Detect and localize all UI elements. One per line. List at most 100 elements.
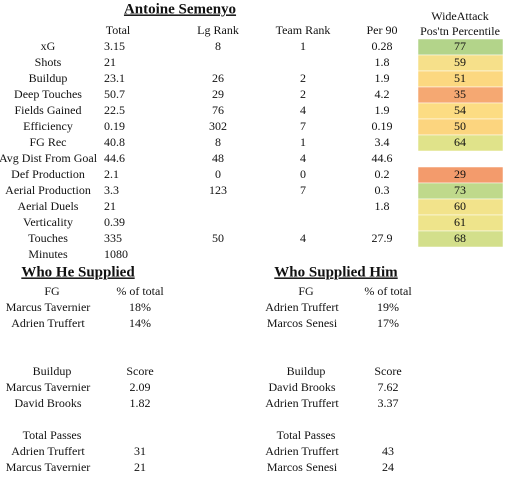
- player-name: Adrien Truffert: [265, 300, 339, 314]
- player-value: 2.09: [130, 380, 151, 394]
- percentile-value: 64: [454, 135, 466, 149]
- cell-value: 0.19: [104, 119, 125, 133]
- percentile-cell: [417, 134, 504, 152]
- percentile-value: 59: [454, 55, 466, 69]
- player-value: 17%: [377, 316, 399, 330]
- sub-header: Score: [374, 364, 401, 378]
- cell-value: 1: [300, 135, 306, 149]
- player-name: David Brooks: [15, 396, 82, 410]
- cell-value: 4: [300, 103, 306, 117]
- cell-value: 21: [104, 55, 116, 69]
- percentile-header: Pos'tn Percentile: [420, 24, 500, 38]
- cell-value: 1: [300, 39, 306, 53]
- row-label: Verticality: [23, 215, 73, 229]
- cell-value: 21: [104, 199, 116, 213]
- player-name: David Brooks: [269, 380, 336, 394]
- player-name: Marcus Tavernier: [6, 460, 91, 474]
- cell-value: 1.8: [375, 55, 390, 69]
- player-value: 21: [134, 460, 146, 474]
- cell-value: 27.9: [372, 231, 393, 245]
- cell-value: 0: [300, 167, 306, 181]
- cell-value: 8: [215, 39, 221, 53]
- player-name: Adrien Truffert: [265, 396, 339, 410]
- percentile-value: 35: [454, 87, 466, 101]
- row-label: Aerial Production: [5, 183, 91, 197]
- player-name: Marcos Senesi: [267, 460, 338, 474]
- sub-header: FG: [298, 284, 314, 298]
- cell-value: 123: [209, 183, 227, 197]
- cell-value: 50: [212, 231, 224, 245]
- row-label: FG Rec: [30, 135, 67, 149]
- player-value: 19%: [377, 300, 399, 314]
- player-name: Adrien Truffert: [11, 444, 85, 458]
- cell-value: 0.19: [372, 119, 393, 133]
- cell-value: 1.9: [375, 103, 390, 117]
- player-value: 1.82: [130, 396, 151, 410]
- cell-value: 3.4: [375, 135, 390, 149]
- cell-value: 7: [300, 119, 306, 133]
- player-name: Marcus Tavernier: [6, 380, 91, 394]
- player-value: 24: [382, 460, 394, 474]
- sub-header: Buildup: [33, 364, 72, 378]
- cell-value: 3.3: [104, 183, 119, 197]
- section-title: Who He Supplied: [21, 264, 135, 280]
- cell-value: 4: [300, 231, 306, 245]
- column-header: Total: [106, 23, 131, 37]
- cell-value: 29: [212, 87, 224, 101]
- cell-value: 2: [300, 71, 306, 85]
- cell-value: 7: [300, 183, 306, 197]
- cell-value: 2.1: [104, 167, 119, 181]
- cell-value: 4.2: [375, 87, 390, 101]
- sub-header: Total Passes: [23, 428, 82, 442]
- player-value: 14%: [129, 316, 151, 330]
- cell-value: 302: [209, 119, 227, 133]
- player-value: 3.37: [378, 396, 399, 410]
- sub-header: Buildup: [287, 364, 326, 378]
- percentile-cell: [417, 230, 504, 248]
- player-name: Marcus Tavernier: [6, 300, 91, 314]
- player-value: 18%: [129, 300, 151, 314]
- player-value: 7.62: [378, 380, 399, 394]
- row-label: Touches: [28, 231, 68, 245]
- cell-value: 0.28: [372, 39, 393, 53]
- player-name: Adrien Truffert: [265, 444, 339, 458]
- percentile-value: 54: [454, 103, 466, 117]
- player-value: 43: [382, 444, 394, 458]
- cell-value: 1080: [104, 247, 128, 261]
- cell-value: 40.8: [104, 135, 125, 149]
- cell-value: 0.3: [375, 183, 390, 197]
- row-label: Avg Dist From Goal: [0, 151, 98, 165]
- cell-value: 23.1: [104, 71, 125, 85]
- column-header: Per 90: [367, 23, 398, 37]
- percentile-value: 77: [454, 39, 466, 53]
- sub-header: Score: [126, 364, 153, 378]
- row-label: Fields Gained: [15, 103, 82, 117]
- cell-value: 48: [212, 151, 224, 165]
- percentile-value: 61: [454, 215, 466, 229]
- cell-value: 2: [300, 87, 306, 101]
- sub-header: FG: [44, 284, 60, 298]
- column-header: Lg Rank: [197, 23, 239, 37]
- player-name: Antoine Semenyo: [124, 1, 236, 17]
- player-name: Adrien Truffert: [11, 316, 85, 330]
- cell-value: 0.39: [104, 215, 125, 229]
- sub-header: Total Passes: [277, 428, 336, 442]
- row-label: xG: [41, 39, 56, 53]
- cell-value: 0: [215, 167, 221, 181]
- percentile-value: 51: [454, 71, 466, 85]
- percentile-value: 50: [454, 119, 466, 133]
- player-value: 31: [134, 444, 146, 458]
- cell-value: 44.6: [372, 151, 393, 165]
- row-label: Aerial Duels: [18, 199, 79, 213]
- percentile-header: WideAttack: [431, 9, 489, 23]
- cell-value: 22.5: [104, 103, 125, 117]
- percentile-value: 60: [454, 199, 466, 213]
- percentile-value: 73: [454, 183, 466, 197]
- cell-value: 1.9: [375, 71, 390, 85]
- row-label: Minutes: [28, 247, 68, 261]
- cell-value: 0.2: [375, 167, 390, 181]
- player-name: Marcos Senesi: [267, 316, 338, 330]
- percentile-value: 29: [454, 167, 466, 181]
- cell-value: 44.6: [104, 151, 125, 165]
